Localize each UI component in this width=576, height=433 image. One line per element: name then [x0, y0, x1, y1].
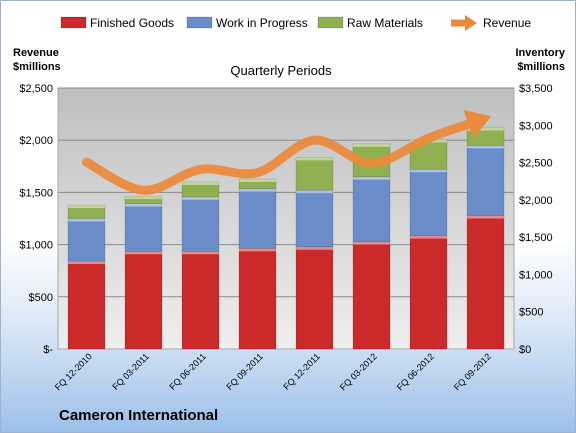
right-axis-title: Inventory $millions: [515, 47, 565, 73]
left-tick-label: $2,500: [19, 83, 53, 95]
bar-finished-goods: [352, 241, 391, 350]
svg-text:Revenue: Revenue: [483, 16, 531, 30]
category-label: FQ 12-2010: [53, 351, 94, 392]
category-label: FQ 03-2011: [110, 351, 151, 392]
bar-work-in-progress: [67, 218, 106, 262]
bar-work-in-progress: [409, 169, 448, 236]
bar-work-in-progress: [466, 145, 505, 216]
right-tick-label: $1,500: [519, 232, 553, 244]
revenue-arrowhead: [463, 110, 492, 139]
category-label: FQ 06-2012: [395, 351, 436, 392]
legend-item-revenue: Revenue: [451, 15, 531, 31]
right-tick-label: $2,500: [519, 158, 553, 170]
left-tick-label: $-: [43, 344, 53, 356]
svg-text:Finished Goods: Finished Goods: [90, 16, 174, 30]
legend-item-work-in-progress: Work in Progress: [186, 16, 308, 30]
bar-work-in-progress: [352, 176, 391, 242]
bar-work-in-progress: [295, 189, 334, 248]
bar-finished-goods: [124, 251, 163, 350]
left-axis-title: Revenue $millions: [13, 47, 61, 73]
legend-item-raw-materials: Raw Materials: [317, 16, 423, 30]
left-tick-label: $2,000: [19, 135, 53, 147]
category-label: FQ 06-2011: [167, 351, 208, 392]
bar-raw-materials: [67, 204, 106, 219]
revenue-line: [82, 117, 479, 195]
category-label: FQ 09-2011: [224, 351, 265, 392]
category-label: FQ 12-2011: [281, 351, 322, 392]
bar-finished-goods: [466, 215, 505, 350]
bar-work-in-progress: [181, 196, 220, 252]
legend-item-finished-goods: Finished Goods: [60, 16, 174, 30]
right-tick-label: $3,000: [519, 120, 553, 132]
right-tick-label: $2,000: [519, 195, 553, 207]
bar-raw-materials: [181, 181, 220, 198]
left-tick-label: $1,000: [19, 240, 53, 252]
svg-text:Work in Progress: Work in Progress: [216, 16, 308, 30]
bar-work-in-progress: [124, 203, 163, 252]
bar-finished-goods: [181, 251, 220, 350]
svg-text:Raw Materials: Raw Materials: [347, 16, 423, 30]
chart-title: Quarterly Periods: [230, 63, 332, 78]
bar-finished-goods: [295, 246, 334, 350]
right-tick-label: $500: [519, 307, 543, 319]
category-label: FQ 03-2012: [338, 351, 379, 392]
bar-raw-materials: [238, 178, 277, 189]
right-tick-label: $3,500: [519, 83, 553, 95]
bar-raw-materials: [124, 195, 163, 204]
company-name: Cameron International: [59, 407, 219, 424]
left-tick-label: $1,500: [19, 187, 53, 199]
bar-finished-goods: [409, 235, 448, 350]
right-tick-label: $1,000: [519, 269, 553, 281]
bar-finished-goods: [238, 248, 277, 350]
category-label: FQ 09-2012: [452, 351, 493, 392]
left-tick-label: $500: [29, 292, 53, 304]
right-tick-label: $0: [519, 344, 531, 356]
bar-work-in-progress: [238, 188, 277, 249]
bar-raw-materials: [295, 157, 334, 191]
bar-finished-goods: [67, 260, 106, 350]
